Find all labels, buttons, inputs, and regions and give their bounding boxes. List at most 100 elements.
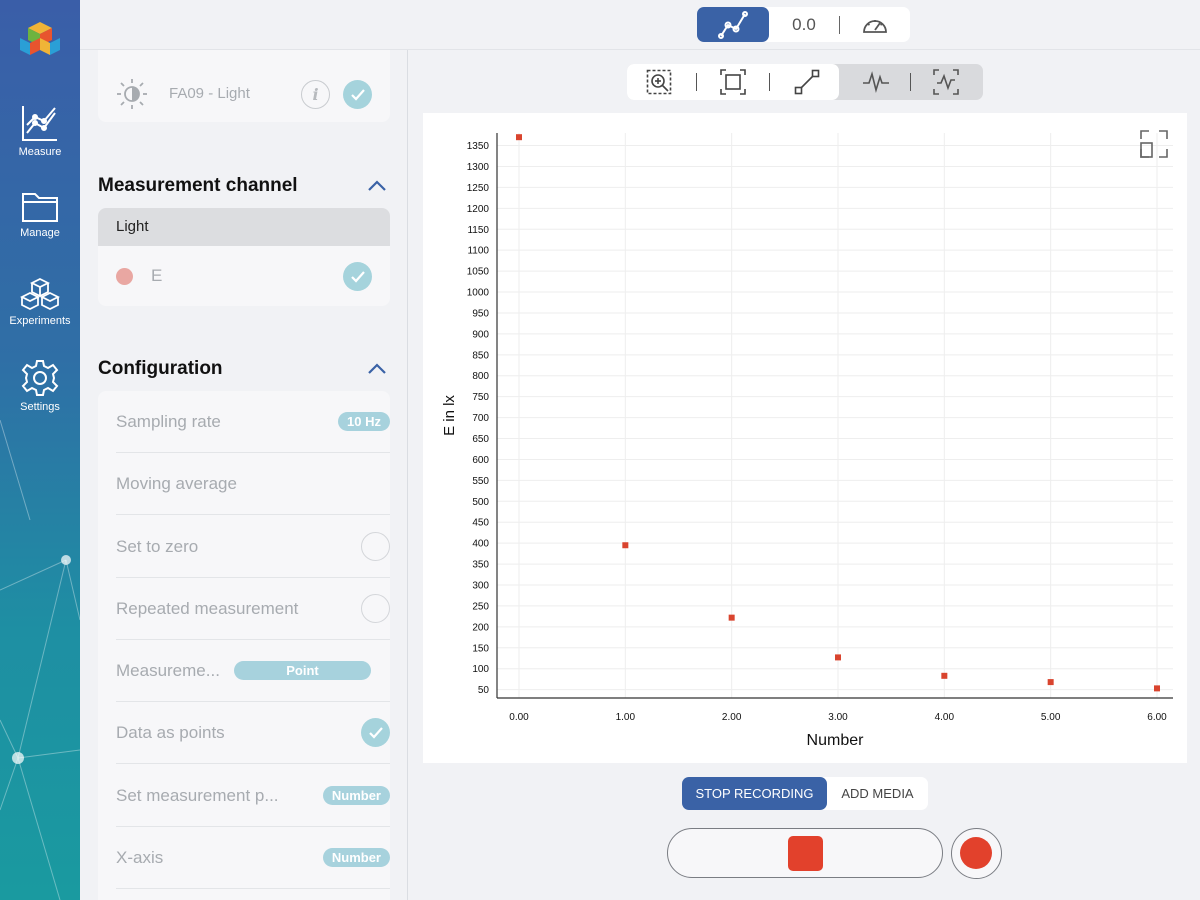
config-row-moving-average[interactable]: Moving average <box>116 453 390 515</box>
data-point <box>728 614 735 621</box>
chart-tools-primary <box>627 64 839 100</box>
y-axis-label: E in lx <box>441 395 458 436</box>
y-tick-label: 1100 <box>467 246 489 257</box>
data-point <box>622 542 629 549</box>
nav-label-manage: Manage <box>20 227 60 239</box>
sensor-name: FA09 - Light <box>169 85 250 102</box>
stop-icon <box>788 836 823 871</box>
digital-value-button[interactable]: 0.0 <box>792 14 816 34</box>
graph-view-button[interactable] <box>697 7 769 42</box>
tool-divider <box>910 73 912 91</box>
nav-item-experiments[interactable]: Experiments <box>0 276 80 327</box>
checkmark-icon <box>350 88 365 101</box>
folder-icon <box>22 193 58 222</box>
config-row-label: Moving average <box>116 473 237 493</box>
data-point <box>941 672 948 679</box>
config-row-repeated-measurement[interactable]: Repeated measurement <box>116 578 390 640</box>
channel-enabled-check[interactable] <box>343 262 372 291</box>
data-point <box>516 134 522 141</box>
network-decoration <box>0 420 80 900</box>
y-tick-label: 100 <box>472 664 489 675</box>
x-tick-label: 1.00 <box>616 712 636 723</box>
config-row-label: X-axis <box>116 847 164 867</box>
config-row-label: Repeated measurement <box>116 598 299 618</box>
stop-button[interactable] <box>667 828 943 878</box>
set-to-zero-toggle[interactable] <box>361 532 390 561</box>
config-row-measurement-mode[interactable]: Measureme... Point <box>116 640 390 702</box>
y-tick-label: 500 <box>472 497 489 508</box>
config-row-measurement-point[interactable]: Set measurement p... Number <box>116 765 390 827</box>
y-tick-label: 450 <box>472 518 489 529</box>
y-tick-label: 850 <box>472 350 489 361</box>
y-tick-label: 1250 <box>467 183 490 194</box>
sensor-card[interactable]: FA09 - Light i <box>98 50 390 122</box>
analysis-window-button[interactable] <box>926 67 966 97</box>
chevron-up-icon[interactable] <box>367 363 387 375</box>
scatter-chart[interactable]: 50 100 150 200 250 300 350 400 450 500 550 600 650 70… <box>423 113 1187 763</box>
config-row-label: Set measurement p... <box>116 785 279 805</box>
repeated-measurement-toggle[interactable] <box>361 594 390 623</box>
data-point <box>1154 685 1160 692</box>
config-row-label: Data as points <box>116 722 225 742</box>
y-tick-label: 800 <box>472 371 489 382</box>
autoscale-button[interactable] <box>713 67 753 97</box>
data-point <box>835 654 841 661</box>
brightness-icon <box>117 79 147 109</box>
line-tool-button[interactable] <box>787 67 827 97</box>
zoom-area-button[interactable] <box>639 67 679 97</box>
measurement-channel-title: Measurement channel <box>98 175 298 196</box>
config-row-set-to-zero[interactable]: Set to zero <box>116 516 390 578</box>
configuration-card: Sampling rate 10 Hz Moving average Set t… <box>98 391 390 900</box>
channel-color-dot <box>116 268 133 285</box>
channel-item-row[interactable]: E <box>98 246 390 306</box>
add-media-button[interactable]: ADD MEDIA <box>841 786 914 801</box>
y-tick-label: 750 <box>472 392 489 403</box>
nav-label-experiments: Experiments <box>9 315 71 327</box>
signal-analysis-button[interactable] <box>856 67 896 97</box>
y-tick-label: 400 <box>472 539 489 550</box>
fullscreen-icon[interactable] <box>1140 130 1168 158</box>
y-tick-label: 300 <box>472 581 489 592</box>
config-row-label: Measureme... <box>116 660 220 680</box>
y-tick-label: 150 <box>472 643 489 654</box>
y-tick-label: 1350 <box>467 141 490 152</box>
measurement-point-value: Number <box>322 786 390 805</box>
record-button[interactable] <box>951 828 1002 879</box>
y-tick-label: 900 <box>472 329 489 340</box>
tool-divider <box>695 73 697 91</box>
nav-item-measure[interactable]: Measure <box>0 103 80 158</box>
recording-toggle: STOP RECORDING ADD MEDIA <box>682 777 928 810</box>
y-tick-label: 50 <box>478 685 490 696</box>
data-as-points-check[interactable] <box>361 718 390 747</box>
x-axis-value: Number <box>322 848 390 867</box>
stop-recording-button[interactable]: STOP RECORDING <box>682 777 827 810</box>
chart-card: 50 100 150 200 250 300 350 400 450 500 550 600 650 70… <box>423 113 1187 763</box>
nav-item-manage[interactable]: Manage <box>0 190 80 239</box>
toggle-divider <box>839 15 840 34</box>
channel-group-header: Light <box>98 208 390 246</box>
chevron-up-icon[interactable] <box>367 180 387 192</box>
nav-label-measure: Measure <box>18 146 62 158</box>
config-row-data-as-points[interactable]: Data as points <box>116 702 390 764</box>
config-row-label: Set to zero <box>116 536 199 556</box>
nav-item-settings[interactable]: Settings <box>0 358 80 413</box>
channel-group-label: Light <box>116 218 149 235</box>
gear-icon <box>21 360 59 396</box>
data-point <box>1047 679 1054 686</box>
config-row-sampling-rate[interactable]: Sampling rate 10 Hz <box>116 391 390 453</box>
top-bar: 0.0 <box>80 0 1200 50</box>
record-icon <box>960 837 992 869</box>
settings-panel: FA09 - Light i Measurement channel Light… <box>80 50 408 900</box>
y-tick-label: 950 <box>472 308 489 319</box>
sensor-info-button[interactable]: i <box>301 80 330 109</box>
sampling-rate-value: 10 Hz <box>338 412 390 431</box>
y-tick-label: 550 <box>472 476 489 487</box>
x-tick-label: 5.00 <box>1041 712 1061 723</box>
y-tick-label: 1300 <box>467 162 490 173</box>
y-tick-label: 700 <box>472 413 489 424</box>
info-icon: i <box>312 85 319 104</box>
checkmark-icon <box>350 270 365 283</box>
gauge-view-button[interactable] <box>840 14 910 36</box>
config-row-x-axis[interactable]: X-axis Number <box>116 827 390 889</box>
sensor-enabled-check[interactable] <box>343 80 372 109</box>
